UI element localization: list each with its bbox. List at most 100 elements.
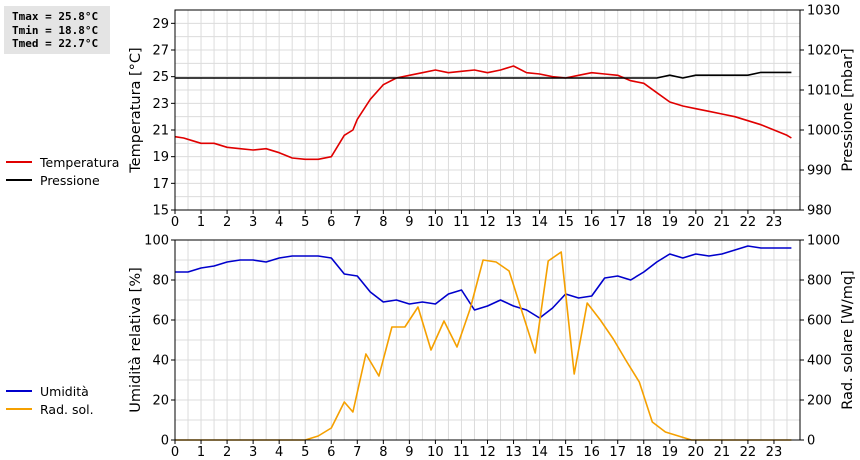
- bottom-y-left-tick-label: 60: [152, 314, 169, 329]
- legend-label: Pressione: [40, 172, 100, 188]
- bottom-x-tick-label: 3: [249, 445, 257, 460]
- bottom-x-tick-label: 20: [688, 445, 705, 460]
- top-x-tick-label: 15: [557, 215, 574, 230]
- bottom-y-left-tick-label: 40: [152, 354, 169, 369]
- top-x-tick-label: 12: [479, 215, 496, 230]
- tmax-label: Tmax = 25.8°C: [12, 10, 99, 23]
- bottom-x-tick-label: 15: [557, 445, 574, 460]
- bottom-y-right-tick-label: 200: [807, 394, 832, 409]
- top-y-left-tick-label: 23: [152, 97, 169, 112]
- top-y-left-title: Temperatura [°C]: [128, 47, 144, 173]
- top-y-left-tick-label: 17: [152, 177, 169, 192]
- bottom-y-left-title: Umidità relativa [%]: [128, 267, 144, 413]
- bottom-x-tick-label: 12: [479, 445, 496, 460]
- legend-swatch: [6, 390, 32, 392]
- top-y-right-tick-label: 1030: [807, 4, 840, 19]
- bottom-x-tick-label: 1: [197, 445, 205, 460]
- bottom-y-left-tick-label: 80: [152, 274, 169, 289]
- bottom-x-tick-label: 9: [405, 445, 413, 460]
- top-y-right-tick-label: 1000: [807, 124, 840, 139]
- top-x-tick-label: 3: [249, 215, 257, 230]
- bottom-y-right-tick-label: 800: [807, 274, 832, 289]
- bottom-x-tick-label: 2: [223, 445, 231, 460]
- legend-item-umidita: Umidità: [6, 382, 94, 400]
- bottom-y-right-tick-label: 0: [807, 434, 815, 449]
- top-x-tick-label: 16: [583, 215, 600, 230]
- bottom-y-right-tick-label: 400: [807, 354, 832, 369]
- bottom-y-left-tick-label: 20: [152, 394, 169, 409]
- bottom-x-tick-label: 7: [353, 445, 361, 460]
- bottom-x-tick-label: 11: [453, 445, 470, 460]
- top-y-left-tick-label: 25: [152, 70, 169, 85]
- bottom-x-tick-label: 18: [635, 445, 652, 460]
- legend-label: Rad. sol.: [40, 401, 94, 417]
- bottom-x-tick-label: 22: [740, 445, 757, 460]
- bottom-x-tick-label: 21: [714, 445, 731, 460]
- top-x-tick-label: 19: [662, 215, 679, 230]
- top-x-tick-label: 2: [223, 215, 231, 230]
- top-x-tick-label: 1: [197, 215, 205, 230]
- series-line-pressione: [175, 71, 792, 79]
- top-x-tick-label: 6: [327, 215, 335, 230]
- top-y-left-tick-label: 19: [152, 150, 169, 165]
- bottom-x-tick-label: 4: [275, 445, 283, 460]
- bottom-x-tick-label: 6: [327, 445, 335, 460]
- legend-swatch: [6, 408, 32, 410]
- bottom-x-tick-label: 13: [505, 445, 522, 460]
- bottom-x-tick-label: 23: [766, 445, 783, 460]
- top-y-right-tick-label: 1020: [807, 44, 840, 59]
- legend-swatch: [6, 161, 32, 163]
- tmin-label: Tmin = 18.8°C: [12, 23, 99, 37]
- bottom-x-tick-label: 8: [379, 445, 387, 460]
- legend-item-temperatura: Temperatura: [6, 153, 119, 171]
- top-x-tick-label: 23: [766, 215, 783, 230]
- series-line-rad-sol: [175, 251, 792, 441]
- stats-box: Tmax = 25.8°C Tmin = 18.8°C Tmed = 22.7°C: [4, 6, 110, 54]
- top-y-left-tick-label: 29: [152, 17, 169, 32]
- bottom-y-right-tick-label: 1000: [807, 234, 840, 249]
- bottom-x-tick-label: 17: [609, 445, 626, 460]
- bottom-x-tick-label: 5: [301, 445, 309, 460]
- tmed-label: Tmed = 22.7°C: [12, 37, 99, 50]
- top-x-tick-label: 14: [531, 215, 548, 230]
- legend-swatch: [6, 179, 32, 181]
- legend-label: Umidità: [40, 383, 89, 399]
- top-x-tick-label: 4: [275, 215, 283, 230]
- top-x-tick-label: 5: [301, 215, 309, 230]
- top-y-left-tick-label: 21: [152, 124, 169, 139]
- bottom-x-tick-label: 14: [531, 445, 548, 460]
- top-y-right-tick-label: 980: [807, 204, 832, 219]
- top-x-tick-label: 21: [714, 215, 731, 230]
- bottom-x-tick-label: 0: [171, 445, 179, 460]
- top-x-tick-label: 0: [171, 215, 179, 230]
- top-y-right-title: Pressione [mbar]: [840, 48, 856, 171]
- legend-top: Temperatura Pressione: [6, 153, 119, 189]
- top-x-tick-label: 13: [505, 215, 522, 230]
- top-x-tick-label: 20: [688, 215, 705, 230]
- legend-item-pressione: Pressione: [6, 171, 119, 189]
- bottom-x-tick-label: 19: [662, 445, 679, 460]
- bottom-x-tick-label: 10: [427, 445, 444, 460]
- bottom-x-tick-label: 16: [583, 445, 600, 460]
- top-y-right-tick-label: 990: [807, 164, 832, 179]
- bottom-y-left-tick-label: 0: [161, 434, 169, 449]
- top-x-tick-label: 10: [427, 215, 444, 230]
- top-x-tick-label: 9: [405, 215, 413, 230]
- series-line-temperatura: [174, 65, 792, 161]
- top-x-tick-label: 18: [635, 215, 652, 230]
- legend-item-rad-sol: Rad. sol.: [6, 400, 94, 418]
- bottom-y-right-tick-label: 600: [807, 314, 832, 329]
- legend-bottom: Umidità Rad. sol.: [6, 382, 94, 418]
- legend-label: Temperatura: [40, 154, 120, 170]
- top-y-left-tick-label: 15: [152, 204, 169, 219]
- top-x-tick-label: 11: [453, 215, 470, 230]
- top-y-right-tick-label: 1010: [807, 84, 840, 99]
- bottom-y-left-tick-label: 100: [144, 234, 169, 249]
- top-x-tick-label: 22: [740, 215, 757, 230]
- top-x-tick-label: 17: [609, 215, 626, 230]
- top-x-tick-label: 7: [353, 215, 361, 230]
- top-x-tick-label: 8: [379, 215, 387, 230]
- series-line-umidit: [175, 245, 792, 319]
- top-y-left-tick-label: 27: [152, 44, 169, 59]
